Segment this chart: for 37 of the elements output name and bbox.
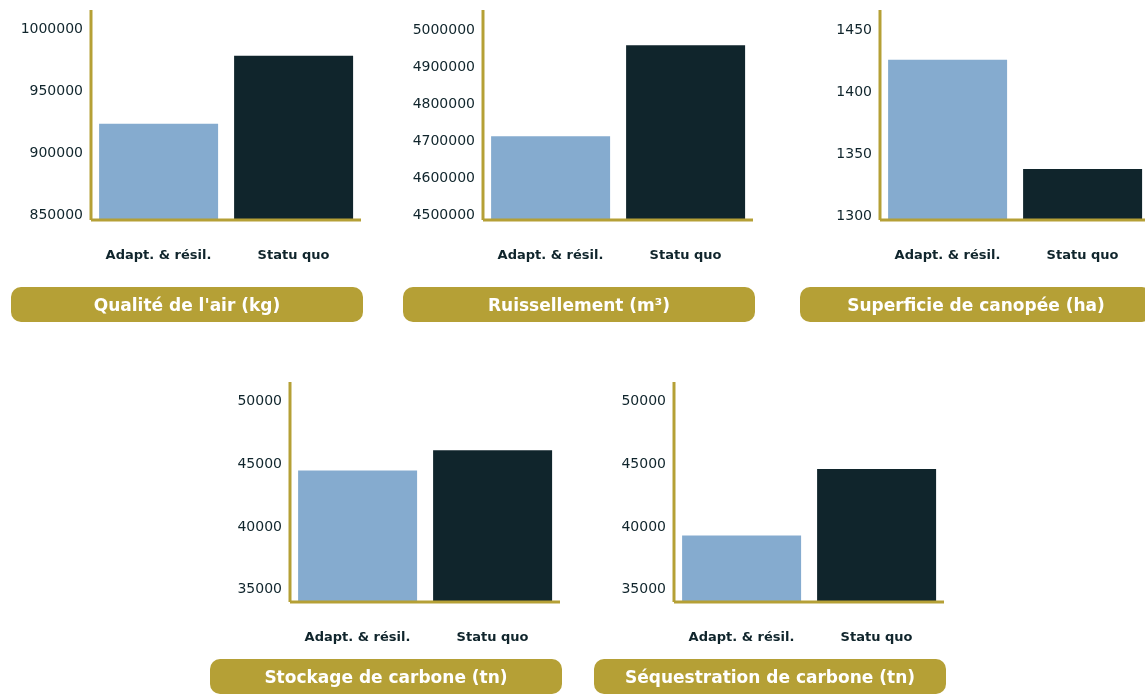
- x-tick-label: Adapt. & résil.: [304, 629, 411, 645]
- x-tick-label: Statu quo: [649, 247, 722, 263]
- y-tick-label: 4600000: [412, 169, 475, 186]
- y-tick-label: 4500000: [412, 206, 475, 223]
- y-tick-label: 45000: [621, 454, 666, 471]
- x-tick-label: Statu quo: [1046, 247, 1119, 263]
- y-tick-label: 950000: [29, 82, 83, 99]
- y-tick-label: 1300: [836, 207, 872, 223]
- y-tick-label: 1400: [836, 82, 872, 99]
- y-tick-label: 5000000: [412, 20, 475, 37]
- text: Ruissellement (m³): [403, 287, 755, 322]
- y-tick-label: 900000: [29, 144, 83, 161]
- y-tick-label: 1350: [836, 144, 872, 161]
- y-tick-label: 1450: [836, 20, 872, 37]
- text: Qualité de l'air (kg): [11, 287, 363, 322]
- y-tick-label: 4800000: [412, 94, 475, 111]
- y-tick-label: 50000: [237, 392, 282, 409]
- text: Séquestration de carbone (tn): [594, 659, 946, 694]
- y-tick-label: 850000: [29, 205, 83, 222]
- y-tick-label: 4700000: [412, 132, 475, 149]
- x-tick-label: Statu quo: [456, 629, 529, 645]
- x-tick-label: Adapt. & résil.: [497, 247, 604, 263]
- text: Superficie de canopée (ha): [800, 287, 1145, 322]
- y-tick-label: 4900000: [412, 57, 475, 74]
- x-tick-label: Adapt. & résil.: [688, 629, 795, 645]
- y-tick-label: 35000: [237, 580, 282, 597]
- y-tick-label: 40000: [237, 517, 282, 534]
- y-tick-label: 1000000: [20, 20, 83, 37]
- x-tick-label: Statu quo: [840, 629, 913, 645]
- y-tick-label: 45000: [237, 454, 282, 471]
- x-tick-label: Adapt. & résil.: [105, 247, 212, 263]
- text: Stockage de carbone (tn): [210, 659, 562, 694]
- y-tick-label: 50000: [621, 392, 666, 409]
- x-tick-label: Adapt. & résil.: [894, 247, 1001, 263]
- y-tick-label: 40000: [621, 517, 666, 534]
- y-tick-label: 35000: [621, 580, 666, 597]
- x-tick-label: Statu quo: [257, 247, 330, 263]
